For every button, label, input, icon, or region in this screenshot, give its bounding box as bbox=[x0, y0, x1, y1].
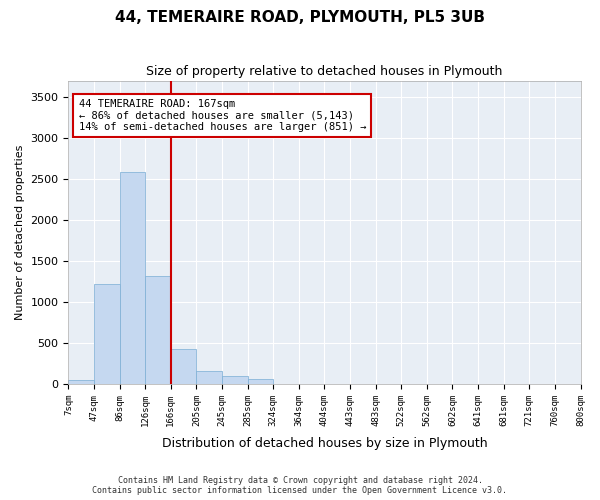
Bar bbox=[171, 348, 196, 384]
Bar bbox=[145, 276, 171, 384]
Y-axis label: Number of detached properties: Number of detached properties bbox=[15, 144, 25, 320]
Bar bbox=[68, 380, 94, 384]
Bar bbox=[119, 172, 145, 384]
Text: 44, TEMERAIRE ROAD, PLYMOUTH, PL5 3UB: 44, TEMERAIRE ROAD, PLYMOUTH, PL5 3UB bbox=[115, 10, 485, 25]
Bar bbox=[196, 371, 222, 384]
Title: Size of property relative to detached houses in Plymouth: Size of property relative to detached ho… bbox=[146, 65, 503, 78]
Text: Contains HM Land Registry data © Crown copyright and database right 2024.
Contai: Contains HM Land Registry data © Crown c… bbox=[92, 476, 508, 495]
X-axis label: Distribution of detached houses by size in Plymouth: Distribution of detached houses by size … bbox=[161, 437, 487, 450]
Bar bbox=[94, 284, 119, 384]
Text: 44 TEMERAIRE ROAD: 167sqm
← 86% of detached houses are smaller (5,143)
14% of se: 44 TEMERAIRE ROAD: 167sqm ← 86% of detac… bbox=[79, 99, 366, 132]
Bar bbox=[248, 380, 273, 384]
Bar bbox=[222, 376, 248, 384]
